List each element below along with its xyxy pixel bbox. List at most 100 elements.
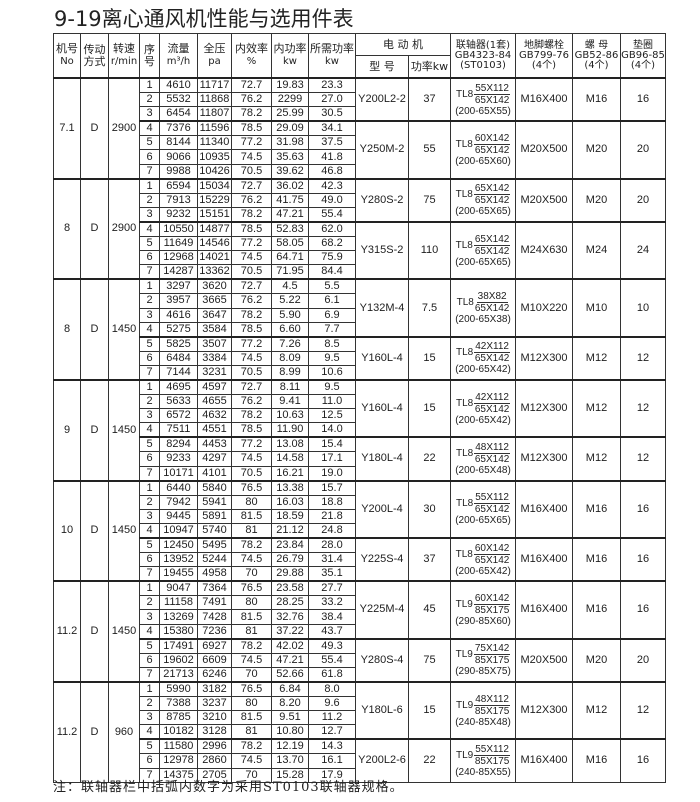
internal-power: 8.20 (271, 696, 309, 712)
coupling-main: TL8 60X142 65X142 (456, 543, 511, 566)
motor-power: 110 (408, 220, 451, 280)
nut: M12 (572, 378, 621, 438)
table-row: 3 9445 5891 81.5 18.59 21.8 (54, 508, 666, 524)
internal-power: 8.09 (271, 350, 309, 366)
required-power: 33.2 (308, 595, 356, 611)
coupling-top: 48X112 (474, 693, 510, 706)
flow: 11158 (159, 595, 198, 611)
required-power: 46.8 (308, 163, 356, 180)
internal-power: 35.63 (271, 149, 309, 165)
coupling-main: TL8 65X142 65X142 (456, 234, 511, 257)
seq: 2 (139, 696, 160, 712)
flow: 7511 (159, 422, 198, 438)
coupling-spec: TL8 42X112 65X142 (200-65X42) (452, 392, 515, 426)
flow: 5633 (159, 394, 198, 410)
coupling-spec: TL9 60X142 85X175 (290-85X60) (452, 593, 515, 627)
pressure: 14877 (197, 220, 232, 238)
coupling-cell: TL8 48X112 65X142 (200-65X48) (450, 436, 516, 482)
nut: M16 (572, 738, 621, 783)
internal-power: 28.25 (271, 595, 309, 611)
flow: 8294 (159, 436, 198, 453)
coupling-type: TL8 (456, 498, 474, 510)
fan-no: 10 (53, 479, 81, 582)
header-speed: 转速 r/min (108, 33, 140, 79)
efficiency: 78.2 (231, 206, 272, 223)
seq: 2 (139, 494, 160, 510)
table-row: 5 8294 4453 77.2 13.08 15.4 Y180L-4 22 TL8 48X112… (54, 436, 666, 482)
internal-power: 58.05 (271, 236, 309, 252)
seq: 1 (139, 580, 160, 597)
coupling-type: TL8 (456, 347, 474, 359)
table-row: 5 17491 6927 78.2 42.02 49.3 Y280S-4 75 TL9 75X14… (54, 637, 666, 683)
header-motor-model: 型 号 (355, 55, 409, 79)
flow: 6454 (159, 106, 198, 122)
required-power: 9.5 (308, 350, 356, 366)
coupling-fraction: 42X112 65X142 (474, 341, 510, 364)
efficiency: 81.5 (231, 508, 272, 524)
drive-type: D (80, 278, 109, 381)
seq: 5 (139, 637, 160, 654)
efficiency: 78.5 (231, 220, 272, 238)
coupling-spec: TL9 48X112 85X175 (240-85X48) (452, 693, 515, 728)
pressure: 10935 (197, 149, 232, 165)
header-coupling: 联轴器(1套) GB4323-84 (ST0103) (450, 33, 516, 79)
flow: 9047 (159, 580, 198, 597)
table-row: 6 12978 2860 74.5 13.70 16.1 (54, 753, 666, 769)
pressure: 6927 (197, 637, 232, 654)
header-motor: 电 动 机 (355, 33, 451, 56)
required-power: 84.4 (308, 264, 356, 280)
efficiency: 76.2 (231, 394, 272, 410)
coupling-spec: TL8 60X142 65X142 (200-65X42) (452, 543, 515, 577)
speed: 1450 (108, 479, 140, 582)
seq: 5 (139, 436, 160, 453)
efficiency: 77.2 (231, 135, 272, 151)
nut: M12 (572, 335, 621, 381)
efficiency: 78.2 (231, 637, 272, 654)
anchor-bolt: M20X500 (515, 177, 573, 223)
coupling-type: TL9 (456, 749, 474, 761)
required-power: 12.5 (308, 408, 356, 424)
coupling-bottom: 65X142 (474, 144, 510, 156)
coupling-main: TL8 65X142 65X142 (456, 183, 511, 206)
pressure: 4551 (197, 422, 232, 438)
required-power: 21.8 (308, 508, 356, 524)
seq: 7 (139, 364, 160, 381)
fan-no: 8 (53, 278, 81, 381)
fan-no: 7.1 (53, 77, 81, 180)
internal-power: 14.58 (271, 451, 309, 467)
nut: M16 (572, 536, 621, 582)
internal-power: 23.58 (271, 580, 309, 597)
efficiency: 70 (231, 767, 272, 783)
flow: 4610 (159, 77, 198, 94)
coupling-main: TL9 60X142 85X175 (456, 593, 511, 616)
flow: 9232 (159, 206, 198, 223)
efficiency: 76.2 (231, 92, 272, 108)
required-power: 23.3 (308, 77, 356, 94)
required-power: 41.8 (308, 149, 356, 165)
motor-model: Y200L2-2 (355, 76, 409, 122)
required-power: 55.4 (308, 652, 356, 668)
coupling-main: TL8 42X112 65X142 (456, 341, 510, 364)
efficiency: 74.5 (231, 149, 272, 165)
internal-power: 18.59 (271, 508, 309, 524)
required-power: 6.1 (308, 293, 356, 309)
pressure: 11717 (197, 77, 232, 94)
internal-power: 16.21 (271, 465, 309, 482)
internal-power: 42.02 (271, 637, 309, 654)
flow: 4616 (159, 307, 198, 323)
coupling-cell: TL8 65X142 65X142 (200-65X65) (450, 220, 516, 280)
pressure: 7236 (197, 623, 232, 640)
table-row: 2 5633 4655 76.2 9.41 11.0 (54, 394, 666, 410)
coupling-st0103: (200-65X65) (455, 256, 511, 268)
motor-power: 15 (408, 335, 451, 381)
motor-power: 45 (408, 580, 451, 640)
table-row: 7 21713 6246 70 52.66 61.8 (54, 666, 666, 683)
pressure: 11868 (197, 92, 232, 108)
internal-power: 47.21 (271, 652, 309, 668)
internal-power: 64.71 (271, 250, 309, 266)
seq: 3 (139, 307, 160, 323)
efficiency: 78.2 (231, 738, 272, 755)
nut: M10 (572, 278, 621, 338)
motor-model: Y132M-4 (355, 278, 409, 338)
seq: 1 (139, 378, 160, 396)
